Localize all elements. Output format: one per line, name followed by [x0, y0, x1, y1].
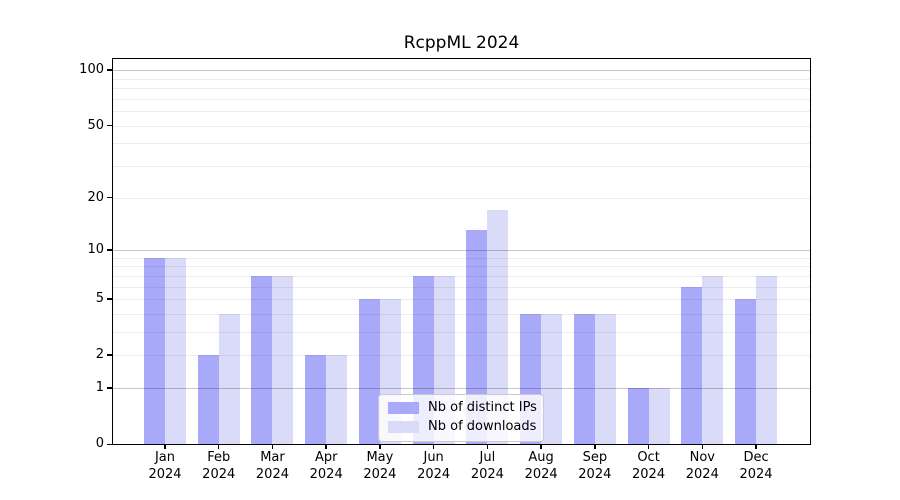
y-tick-label: 0 [95, 436, 104, 452]
grid-line-minor [113, 313, 810, 315]
chart-title: RcppML 2024 [403, 33, 520, 53]
x-tick-label-aug: Aug 2024 [524, 450, 558, 482]
y-tick-mark [107, 387, 113, 389]
bar-nb-of-downloads-jan [165, 257, 186, 444]
bar-nb-of-distinct-ips-may [358, 299, 380, 444]
y-tick-mark [107, 354, 113, 356]
legend-swatch-distinct-ips [388, 402, 419, 414]
bar-nb-of-downloads-mar [272, 275, 294, 444]
y-tick-label: 20 [87, 189, 104, 205]
y-tick-mark [107, 249, 113, 251]
grid-line-minor [113, 143, 810, 145]
legend: Nb of distinct IPs Nb of downloads [378, 394, 544, 442]
y-tick-mark [107, 298, 113, 300]
x-tick-label-may: May 2024 [363, 450, 397, 482]
x-tick-label-jun: Jun 2024 [417, 450, 451, 482]
y-tick-mark [107, 69, 113, 71]
grid-line-minor [113, 355, 810, 357]
bar-nb-of-distinct-ips-jan [144, 257, 165, 444]
grid-layer [113, 59, 810, 444]
plot-area [112, 58, 811, 445]
bar-nb-of-distinct-ips-dec [735, 299, 757, 444]
legend-label-distinct-ips: Nb of distinct IPs [428, 400, 537, 415]
bar-nb-of-downloads-jul [487, 210, 509, 444]
x-tick-label-nov: Nov 2024 [685, 450, 719, 482]
bar-nb-of-downloads-nov [702, 275, 724, 444]
legend-label-downloads: Nb of downloads [428, 419, 537, 434]
grid-line-minor [113, 111, 810, 113]
legend-entry-distinct-ips: Nb of distinct IPs [388, 400, 537, 416]
x-tick-label-feb: Feb 2024 [202, 450, 236, 482]
bar-nb-of-downloads-dec [756, 275, 778, 444]
x-tick-label-sep: Sep 2024 [578, 450, 612, 482]
grid-line-minor [113, 286, 810, 288]
y-tick-mark [107, 124, 113, 127]
x-tick-label-jul: Jul 2024 [470, 450, 504, 482]
x-tick-mark [164, 444, 166, 449]
y-tick-label: 100 [79, 62, 104, 78]
x-tick-mark [594, 444, 596, 449]
grid-line-minor [113, 125, 810, 127]
x-tick-label-apr: Apr 2024 [309, 450, 343, 482]
bar-nb-of-distinct-ips-mar [251, 275, 273, 444]
x-tick-mark [271, 444, 274, 449]
bar-nb-of-distinct-ips-oct [627, 388, 649, 444]
legend-swatch-downloads [388, 421, 419, 433]
x-tick-mark [325, 444, 327, 449]
y-tick-label: 1 [95, 380, 104, 396]
grid-line-minor [113, 165, 810, 167]
x-tick-mark [701, 444, 704, 449]
legend-entry-downloads: Nb of downloads [388, 419, 537, 435]
x-tick-mark [486, 444, 489, 449]
x-tick-label-mar: Mar 2024 [255, 450, 289, 482]
bar-nb-of-distinct-ips-sep [573, 313, 595, 444]
x-tick-mark [540, 444, 542, 449]
y-tick-label: 10 [87, 241, 104, 257]
grid-line-minor [113, 257, 810, 259]
grid-line-major [113, 70, 810, 72]
grid-line-minor [113, 197, 810, 199]
grid-line-minor [113, 266, 810, 268]
bar-nb-of-downloads-feb [218, 313, 240, 444]
grid-line-minor [113, 275, 810, 277]
grid-line-minor [113, 331, 810, 333]
grid-line-major [113, 249, 810, 251]
bar-nb-of-distinct-ips-feb [197, 355, 219, 444]
bar-nb-of-downloads-sep [594, 313, 616, 444]
grid-line-minor [113, 88, 810, 90]
x-tick-mark [647, 444, 650, 449]
bar-nb-of-distinct-ips-apr [305, 355, 327, 444]
y-tick-label: 50 [87, 117, 104, 133]
bar-nb-of-downloads-oct [648, 388, 670, 444]
y-tick-mark [107, 196, 113, 199]
grid-line-minor [113, 78, 810, 80]
grid-line-minor [113, 98, 810, 100]
x-tick-mark [755, 444, 757, 449]
x-tick-label-dec: Dec 2024 [739, 450, 773, 482]
grid-line-major [113, 388, 810, 390]
x-tick-label-oct: Oct 2024 [632, 450, 666, 482]
y-tick-label: 5 [95, 291, 104, 307]
x-tick-label-jan: Jan 2024 [148, 450, 182, 482]
bar-nb-of-downloads-aug [541, 313, 563, 444]
grid-line-minor [113, 299, 810, 301]
bar-nb-of-downloads-apr [326, 355, 348, 444]
x-tick-mark [432, 444, 435, 449]
y-tick-mark [107, 443, 113, 446]
y-tick-label: 2 [95, 347, 104, 363]
x-tick-mark [379, 444, 381, 449]
x-tick-mark [217, 444, 220, 449]
bar-nb-of-distinct-ips-jul [466, 230, 488, 444]
bar-nb-of-distinct-ips-nov [681, 286, 703, 444]
